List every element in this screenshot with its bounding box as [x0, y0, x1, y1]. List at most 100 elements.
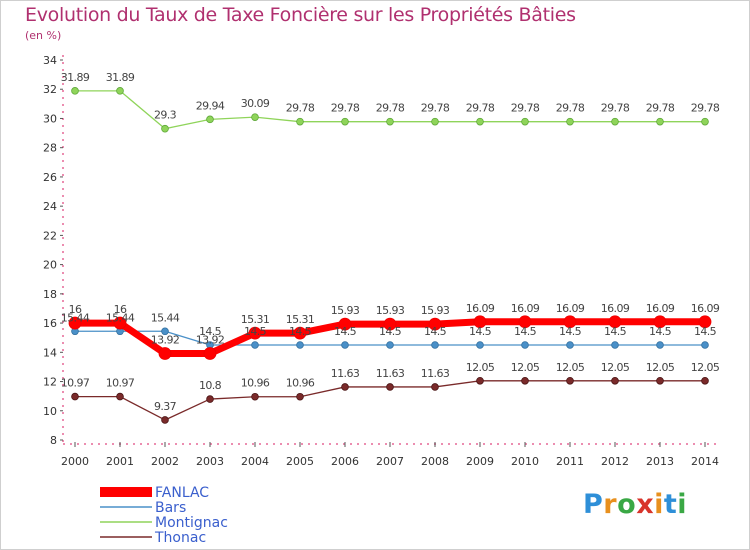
- data-point-thonac: [521, 377, 529, 385]
- data-point-fanlac: [158, 347, 172, 360]
- legend-label-thonac: Thonac: [154, 530, 206, 546]
- y-tick-label: 22: [43, 229, 57, 242]
- data-label-thonac: 12.05: [556, 361, 585, 374]
- data-label-bars: 14.5: [199, 325, 222, 338]
- data-point-thonac: [251, 392, 259, 401]
- data-point-thonac: [116, 392, 124, 401]
- data-point-bars: [341, 341, 349, 349]
- data-label-thonac: 12.05: [691, 361, 720, 374]
- proxiti-logo-letter: i: [654, 489, 664, 520]
- data-label-bars: 14.5: [469, 325, 492, 338]
- data-point-fanlac: [113, 316, 127, 330]
- data-label-fanlac: 16.09: [646, 302, 675, 315]
- x-tick-label: 2013: [646, 455, 674, 468]
- data-point-fanlac: [248, 326, 262, 340]
- data-point-montignac: [206, 115, 214, 124]
- proxiti-logo-letter: x: [636, 489, 655, 520]
- data-label-montignac: 29.78: [556, 102, 585, 115]
- data-label-fanlac: 16: [114, 303, 127, 316]
- x-tick-label: 2001: [106, 455, 134, 468]
- data-point-bars: [476, 341, 484, 349]
- data-point-bars: [521, 341, 529, 349]
- data-point-fanlac: [383, 317, 397, 331]
- y-tick-label: 14: [43, 346, 57, 359]
- legend-label-bars: Bars: [155, 500, 186, 516]
- data-label-bars: 14.5: [649, 325, 672, 338]
- data-label-montignac: 31.89: [106, 71, 135, 84]
- data-label-bars: 15.44: [106, 311, 135, 324]
- data-point-montignac: [161, 124, 169, 133]
- y-axis-unit: (en %): [25, 29, 62, 42]
- data-label-bars: 14.5: [334, 325, 357, 338]
- data-label-thonac: 10.97: [61, 377, 90, 390]
- data-label-fanlac: 16.09: [466, 302, 495, 315]
- data-point-thonac: [386, 383, 394, 391]
- y-tick-label: 8: [50, 434, 57, 447]
- x-tick-label: 2012: [601, 455, 629, 468]
- data-label-thonac: 10.8: [199, 379, 222, 392]
- y-tick-label: 12: [43, 376, 57, 389]
- x-tick-label: 2004: [241, 455, 269, 468]
- data-label-fanlac: 16.09: [556, 302, 585, 315]
- proxiti-logo-letter: r: [603, 489, 618, 520]
- data-label-thonac: 9.37: [154, 400, 177, 413]
- proxiti-logo-letter: i: [677, 489, 688, 520]
- data-point-montignac: [116, 87, 124, 95]
- data-label-montignac: 29.78: [376, 102, 405, 115]
- data-point-fanlac: [518, 315, 532, 329]
- data-label-thonac: 12.05: [511, 361, 540, 374]
- y-tick-label: 18: [43, 288, 57, 301]
- data-point-montignac: [656, 117, 664, 126]
- data-point-bars: [296, 341, 304, 349]
- data-label-fanlac: 16.09: [601, 302, 630, 315]
- data-label-montignac: 29.78: [421, 102, 450, 115]
- data-point-fanlac: [338, 317, 352, 331]
- data-label-montignac: 29.78: [691, 102, 720, 115]
- data-point-montignac: [386, 117, 394, 126]
- data-label-thonac: 10.96: [286, 377, 315, 390]
- data-label-montignac: 29.78: [646, 102, 675, 115]
- data-label-fanlac: 15.31: [286, 313, 315, 326]
- data-label-fanlac: 15.93: [421, 304, 450, 317]
- data-point-montignac: [701, 117, 709, 126]
- data-point-thonac: [296, 392, 304, 401]
- y-tick-label: 30: [43, 112, 57, 125]
- data-label-bars: 14.5: [514, 325, 537, 338]
- proxiti-logo-letter: t: [663, 489, 678, 520]
- data-label-montignac: 31.89: [61, 71, 90, 84]
- data-label-bars: 14.5: [424, 325, 447, 338]
- data-label-bars: 14.5: [604, 325, 627, 338]
- y-tick-label: 16: [43, 317, 57, 330]
- data-point-bars: [386, 341, 394, 349]
- proxiti-logo-letter: P: [583, 489, 604, 520]
- data-point-fanlac: [563, 315, 577, 329]
- data-point-thonac: [431, 383, 439, 391]
- x-tick-label: 2003: [196, 455, 224, 468]
- data-label-fanlac: 16.09: [511, 302, 540, 315]
- data-point-thonac: [656, 377, 664, 385]
- x-tick-label: 2010: [511, 455, 539, 468]
- y-tick-label: 10: [43, 405, 57, 418]
- data-point-thonac: [476, 377, 484, 385]
- data-point-montignac: [566, 117, 574, 126]
- data-label-montignac: 29.78: [331, 102, 360, 115]
- data-point-thonac: [566, 377, 574, 385]
- y-tick-label: 26: [43, 171, 57, 184]
- x-tick-label: 2006: [331, 455, 359, 468]
- data-point-montignac: [71, 87, 79, 95]
- data-point-fanlac: [203, 347, 217, 360]
- data-label-montignac: 29.78: [511, 102, 540, 115]
- data-label-bars: 15.44: [151, 311, 180, 324]
- data-label-fanlac: 15.93: [331, 304, 360, 317]
- data-point-fanlac: [68, 316, 82, 330]
- data-label-thonac: 12.05: [601, 361, 630, 374]
- data-point-montignac: [476, 117, 484, 126]
- data-point-bars: [701, 341, 709, 349]
- data-point-montignac: [251, 113, 259, 121]
- data-point-thonac: [206, 395, 214, 403]
- data-point-montignac: [341, 117, 349, 126]
- x-tick-label: 2000: [61, 455, 89, 468]
- data-label-fanlac: 13.92: [151, 333, 180, 346]
